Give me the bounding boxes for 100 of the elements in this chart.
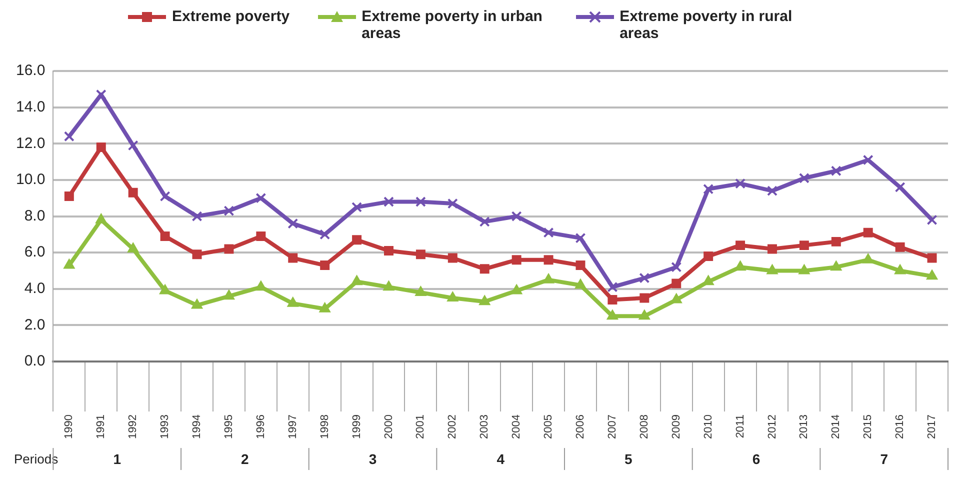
point — [576, 260, 586, 270]
point — [128, 140, 138, 151]
point — [511, 211, 522, 222]
x-tick-label: 2001 — [414, 414, 427, 440]
point — [543, 227, 554, 238]
point — [256, 192, 266, 204]
point — [766, 264, 778, 274]
point — [830, 166, 842, 176]
x-tick-label: 2008 — [638, 414, 650, 440]
point — [830, 260, 842, 271]
legend-label: Extreme poverty in rural areas — [620, 8, 794, 42]
point — [606, 310, 618, 320]
point — [608, 295, 618, 305]
point — [702, 275, 714, 286]
point — [352, 235, 362, 245]
point — [160, 191, 170, 202]
point — [544, 255, 554, 265]
x-tick-label: 2004 — [510, 414, 523, 440]
point — [223, 290, 235, 300]
point — [510, 284, 522, 294]
point — [863, 228, 873, 238]
point — [704, 251, 714, 261]
point — [736, 240, 746, 250]
x-tick-label: 1992 — [127, 414, 140, 440]
point — [607, 282, 618, 292]
point — [672, 278, 682, 288]
point — [575, 232, 586, 244]
point — [192, 211, 202, 222]
x-tick-label: 2005 — [542, 414, 555, 440]
x-tick-label: 2013 — [798, 414, 810, 440]
y-tick-label: 10.0 — [16, 171, 46, 188]
point — [192, 250, 202, 260]
point — [542, 273, 554, 284]
x-tick-label: 1994 — [191, 414, 204, 440]
point — [798, 172, 810, 184]
text: 2 — [241, 450, 250, 467]
text: 3 — [368, 450, 377, 467]
x-tick-label: 1993 — [159, 414, 172, 440]
point — [862, 154, 874, 166]
text: 6 — [752, 450, 760, 467]
point — [64, 192, 74, 202]
point — [96, 89, 106, 100]
point — [799, 240, 809, 250]
point — [735, 178, 746, 189]
point — [416, 250, 426, 260]
point — [447, 198, 458, 209]
point — [320, 260, 330, 270]
text: 4 — [496, 450, 505, 467]
point — [352, 202, 362, 212]
x-tick-label: 2009 — [670, 414, 682, 440]
point — [63, 258, 75, 269]
point — [415, 286, 426, 296]
y-tick-label: 12.0 — [16, 134, 46, 152]
text: 1 — [113, 450, 122, 467]
point — [512, 255, 522, 265]
point — [288, 253, 298, 263]
point — [224, 244, 234, 254]
x-tick-label: 1995 — [222, 414, 235, 440]
point — [95, 213, 107, 224]
x-tick-label: 2014 — [830, 414, 842, 440]
y-tick-label: 6.0 — [24, 244, 46, 261]
y-tick-label: 8.0 — [24, 207, 46, 224]
point — [894, 264, 906, 274]
point — [384, 196, 394, 207]
x-tick-label: 1997 — [286, 414, 299, 440]
x-tick-label: 2017 — [926, 414, 938, 440]
point — [734, 260, 746, 271]
x-tick-label: 2011 — [734, 414, 746, 438]
point — [671, 262, 682, 272]
point — [703, 184, 714, 194]
point — [191, 298, 203, 309]
y-tick-label: 14.0 — [16, 98, 46, 116]
point — [895, 242, 905, 252]
point — [384, 246, 394, 256]
x-tick-label: 2015 — [862, 414, 874, 440]
x-tick-label: 2010 — [702, 414, 714, 440]
x-tick-label: 1990 — [63, 414, 76, 440]
x-tick-label: 2003 — [478, 414, 491, 440]
x-tick-label: 2012 — [766, 414, 778, 440]
point — [415, 196, 426, 207]
y-tick-label: 2.0 — [24, 316, 46, 334]
x-tick-label: 2002 — [446, 414, 459, 440]
x-tick-label: 1996 — [254, 414, 267, 440]
text: 5 — [624, 450, 633, 467]
point — [862, 253, 874, 264]
point — [127, 242, 139, 252]
point — [767, 244, 777, 254]
y-tick-label: 0.0 — [24, 352, 46, 370]
point — [287, 296, 299, 307]
legend-label: Extreme poverty — [172, 8, 290, 25]
point — [831, 236, 841, 246]
point — [478, 295, 490, 306]
point — [160, 231, 170, 241]
point — [128, 188, 138, 198]
x-tick-label: 2000 — [382, 414, 395, 440]
point — [288, 218, 298, 229]
x-tick-label: 2007 — [606, 414, 618, 440]
point — [798, 264, 810, 274]
point — [319, 302, 331, 312]
text: 7 — [880, 450, 888, 467]
